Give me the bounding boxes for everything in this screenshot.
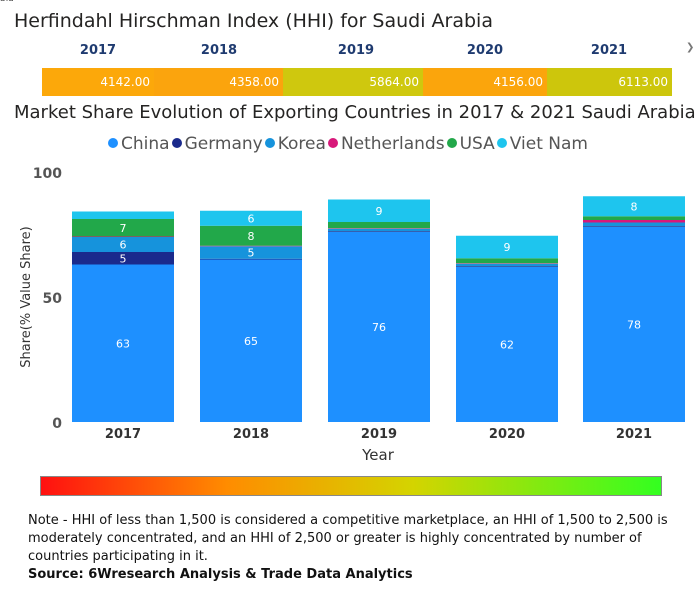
bar-segment-china-2020 [456,267,558,422]
legend-item-korea[interactable]: Korea [264,134,326,154]
legend-item-germany[interactable]: Germany [171,134,263,154]
bar-segment-china-2021 [583,227,685,422]
bar-segment-usa-2017 [72,219,174,237]
bar-segment-china-2018 [200,259,302,422]
hhi-year-2017: 2017 [79,43,117,58]
bar-segment-netherlands-2017 [72,236,174,237]
legend-label: Netherlands [340,134,445,154]
data-label: 63 [116,337,130,350]
bar-segment-germany-2017 [72,252,174,265]
legend-dot-icon [496,138,507,148]
legend-dot-icon [446,138,457,148]
legend-dot-icon [327,138,338,148]
data-label: 7 [120,222,127,235]
x-tick-label: 2017 [105,427,141,442]
bar-segment-korea-2021 [583,222,685,227]
bar-segment-viet-nam-2021 [583,196,685,217]
chart-legend: China Germany Korea Netherlands USA Viet Nam [0,134,696,154]
legend-item-usa[interactable]: USA [446,134,495,154]
data-label: 6 [248,212,255,225]
bar-segment-viet-nam-2019 [328,199,430,222]
bar-segment-viet-nam-2017 [72,211,174,219]
hhi-value-2019: 5864.00 [283,68,423,96]
hhi-value-2018: 4358.00 [154,68,283,96]
y-axis-label: Share(% Value Share) [19,226,34,368]
bar-segment-korea-2018 [200,246,302,259]
legend-label: USA [459,134,495,154]
legend-dot-icon [171,138,182,148]
bar-segment-viet-nam-2018 [200,210,302,226]
bar-segment-netherlands-2020 [456,263,558,264]
x-tick-label: 2020 [489,427,525,442]
hhi-year-2019: 2019 [337,43,375,58]
x-tick-label: 2018 [233,427,269,442]
bar-segment-china-2017 [72,264,174,422]
hhi-year-2018: 2018 [200,43,238,58]
data-label: 78 [627,319,641,332]
hhi-value-2020: 4156.00 [423,68,547,96]
hhi-note: Note - HHI of less than 1,500 is conside… [28,513,668,564]
hhi-year-2021: 2021 [590,43,628,58]
bar-segment-korea-2017 [72,237,174,252]
source-text: Source: 6Wresearch Analysis & Trade Data… [28,567,413,582]
hhi-color-scale [40,476,662,496]
bar-segment-germany-2019 [328,231,430,232]
data-label: 65 [244,335,258,348]
x-axis-label: Year [361,446,395,464]
data-label: 9 [504,241,511,254]
hhi-year-2020: 2020 [466,43,504,58]
bar-segment-china-2019 [328,232,430,422]
legend-item-netherlands[interactable]: Netherlands [327,134,445,154]
data-label: 62 [500,339,514,352]
x-tick-label: 2021 [616,427,652,442]
data-label: 5 [248,247,255,260]
bar-segment-germany-2021 [583,226,685,227]
hhi-value-2021: 6113.00 [547,68,672,96]
x-tick-label: 2019 [361,427,397,442]
bar-segment-germany-2018 [200,258,302,260]
bar-segment-usa-2018 [200,225,302,246]
y-tick-label: 50 [43,291,63,307]
data-label: 6 [120,239,127,252]
scroll-arrow-icon[interactable]: ❯ [686,42,695,53]
corner-label: bia [0,0,14,4]
bar-segment-netherlands-2018 [200,245,302,247]
legend-label: China [121,134,170,154]
bar-segment-germany-2020 [456,266,558,267]
data-label: 8 [631,200,638,213]
bar-segment-usa-2019 [328,222,430,229]
data-label: 8 [248,230,255,243]
data-label: 5 [120,252,127,265]
hhi-value-2017: 4142.00 [42,68,154,96]
legend-item-china[interactable]: China [108,134,170,154]
legend-label: Viet Nam [509,134,588,154]
data-label: 9 [376,205,383,218]
bar-segment-korea-2020 [456,263,558,267]
bar-segment-viet-nam-2020 [456,235,558,259]
y-tick-label: 0 [52,416,62,432]
bar-segment-usa-2021 [583,216,685,220]
chart-title: Market Share Evolution of Exporting Coun… [14,102,696,123]
data-label: 76 [372,321,386,334]
bar-segment-usa-2020 [456,258,558,264]
legend-item-viet-nam[interactable]: Viet Nam [496,134,588,154]
hhi-title: Herfindahl Hirschman Index (HHI) for Sau… [14,10,493,32]
legend-dot-icon [108,138,119,148]
y-tick-label: 100 [33,166,62,182]
legend-label: Germany [184,134,263,154]
bar-segment-netherlands-2019 [328,228,430,229]
bar-segment-netherlands-2021 [583,220,685,223]
legend-label: Korea [277,134,326,154]
bar-segment-korea-2019 [328,228,430,232]
legend-dot-icon [264,138,275,148]
